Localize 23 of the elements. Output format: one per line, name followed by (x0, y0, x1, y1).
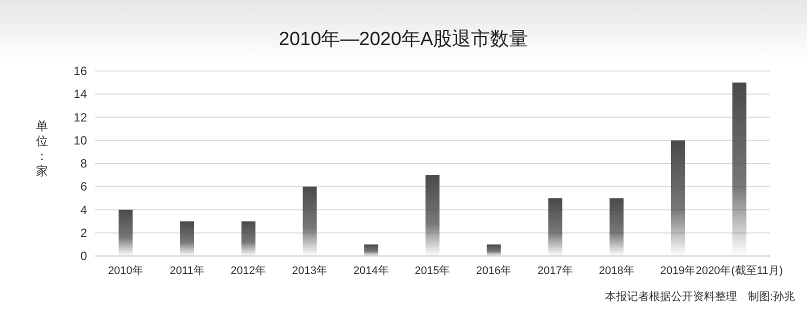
x-tick-label: 2014年 (353, 265, 389, 277)
x-tick-label: 2015年 (414, 265, 450, 277)
x-tick-label: 2016年 (476, 265, 512, 277)
text: 本报记者根据公开资料整理 制图:孙兆 (604, 290, 795, 303)
y-tick-label: 12 (74, 110, 88, 124)
x-tick-label: 2010年 (108, 265, 144, 277)
y-tick-label: 0 (80, 249, 88, 263)
x-tick-label: 2020年(截至11月) (696, 264, 783, 277)
x-tick-label: 2018年 (598, 265, 634, 277)
x-tick-label: 2013年 (292, 265, 328, 277)
y-tick-label: 2 (80, 226, 88, 240)
y-tick-label: 6 (80, 180, 88, 194)
y-tick-label: 14 (74, 87, 88, 102)
chart-title: 2010年—2020年A股退市数量 (278, 28, 528, 50)
x-tick-label: 2019年 (660, 265, 696, 277)
y-tick-label: 8 (80, 156, 88, 170)
x-tick-label: 2011年 (170, 265, 204, 277)
x-tick-label: 2012年 (230, 265, 266, 277)
y-tick-label: 16 (74, 64, 88, 78)
y-tick-label: 4 (80, 202, 88, 217)
x-tick-label: 2017年 (537, 265, 573, 277)
y-tick-label: 10 (74, 133, 88, 148)
y-axis-title: 单位：家 (36, 119, 48, 178)
